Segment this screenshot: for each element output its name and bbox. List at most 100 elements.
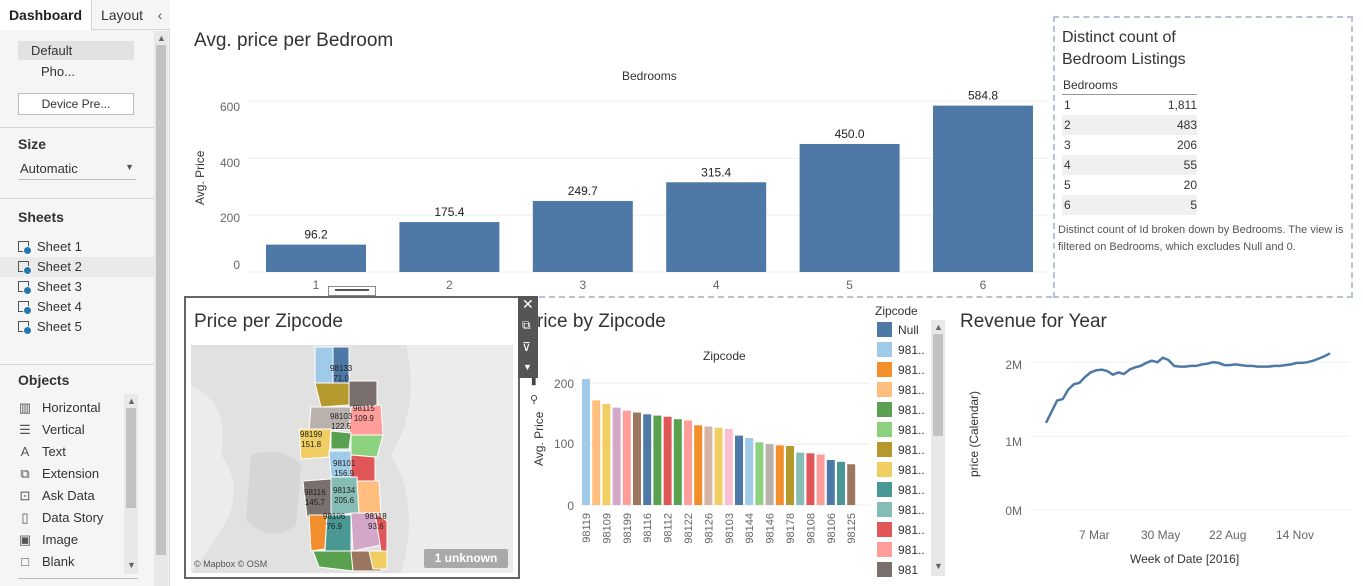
objects-bottom-rule: [18, 578, 138, 586]
sidebar-scrollbar[interactable]: ▲: [154, 31, 168, 586]
bar[interactable]: [735, 435, 743, 505]
bar[interactable]: [592, 400, 601, 505]
sheet-item[interactable]: Sheet 4: [18, 297, 82, 317]
legend-item[interactable]: 981..: [877, 342, 925, 362]
legend-item[interactable]: 981..: [877, 402, 925, 422]
bar[interactable]: [266, 244, 366, 272]
objects-scroll-thumb[interactable]: [126, 408, 136, 508]
object-horizontal[interactable]: ▥ Horizontal: [18, 397, 101, 419]
map-canvas[interactable]: [191, 345, 513, 573]
bar[interactable]: [666, 182, 767, 272]
zip-region[interactable]: [356, 480, 382, 514]
legend-item[interactable]: 981..: [877, 442, 925, 462]
sheet-item[interactable]: Sheet 2: [18, 257, 82, 277]
object-image[interactable]: ▣ Image: [18, 529, 78, 551]
device-preview-button[interactable]: Device Pre...: [18, 93, 134, 115]
device-default[interactable]: Default: [18, 41, 134, 60]
bar[interactable]: [837, 461, 845, 505]
scroll-up-icon[interactable]: ▲: [934, 322, 943, 332]
bar[interactable]: [775, 445, 784, 505]
open-external-icon[interactable]: ⧉: [522, 318, 531, 332]
scroll-down-icon[interactable]: ▼: [934, 561, 943, 571]
legend-item[interactable]: 981..: [877, 482, 925, 502]
objects-scrollbar[interactable]: ▲ ▼: [124, 394, 138, 574]
bar[interactable]: [612, 407, 621, 505]
device-phone[interactable]: Pho...: [41, 64, 75, 79]
zip-region[interactable]: [368, 550, 388, 570]
bar[interactable]: [714, 427, 723, 505]
zip-region[interactable]: [330, 430, 352, 450]
legend-item[interactable]: 981: [877, 562, 918, 582]
bar[interactable]: [799, 143, 900, 272]
legend-item[interactable]: 981..: [877, 382, 925, 402]
bar[interactable]: [847, 464, 856, 505]
legend-item[interactable]: 981..: [877, 422, 925, 442]
sheet-item[interactable]: Sheet 1: [18, 237, 82, 257]
bar[interactable]: [745, 438, 754, 505]
bar[interactable]: [694, 425, 703, 505]
bar[interactable]: [399, 222, 500, 272]
chevron-left-icon[interactable]: ‹: [157, 7, 163, 23]
object-data-story[interactable]: ▯ Data Story: [18, 507, 103, 529]
scroll-up-icon[interactable]: ▲: [157, 33, 166, 43]
sheet-icon: [18, 301, 32, 315]
sidebar-scroll-thumb[interactable]: [156, 45, 166, 555]
tab-layout[interactable]: Layout: [100, 7, 144, 23]
map-zip-code: 98199: [300, 430, 323, 439]
revenue-line[interactable]: [1044, 352, 1331, 424]
bar[interactable]: [602, 403, 611, 505]
object-ask-data[interactable]: ⊡ Ask Data: [18, 485, 95, 507]
x-tick-label: 98119: [581, 513, 593, 543]
zip-region[interactable]: [314, 382, 350, 408]
map-zip-value: 151.8: [301, 440, 322, 449]
bar[interactable]: [933, 105, 1033, 273]
bar[interactable]: [755, 442, 764, 505]
bar[interactable]: [704, 426, 713, 505]
bar[interactable]: [684, 420, 692, 505]
legend-swatch: [877, 502, 892, 517]
object-vertical[interactable]: ☰ Vertical: [18, 419, 84, 441]
legend-item[interactable]: 981..: [877, 522, 925, 542]
pin-icon[interactable]: ⚲: [530, 394, 539, 406]
legend-item[interactable]: 981..: [877, 362, 925, 382]
scroll-down-icon[interactable]: ▼: [127, 560, 136, 570]
sheet-item[interactable]: Sheet 3: [18, 277, 82, 297]
bar[interactable]: [622, 410, 631, 505]
bar[interactable]: [643, 414, 652, 505]
object-blank[interactable]: □ Blank: [18, 551, 74, 573]
filter-icon[interactable]: ⊽: [522, 340, 531, 354]
legend-scroll-thumb[interactable]: [933, 334, 943, 436]
scroll-up-icon[interactable]: ▲: [127, 396, 136, 406]
legend-toggle-icon[interactable]: ▮: [531, 376, 537, 387]
bar[interactable]: [582, 379, 590, 505]
drag-handle[interactable]: [328, 286, 376, 296]
close-icon[interactable]: ✕: [522, 296, 534, 312]
legend-item[interactable]: 981..: [877, 462, 925, 482]
bar[interactable]: [532, 200, 633, 272]
bar[interactable]: [663, 416, 672, 505]
bar[interactable]: [806, 453, 815, 505]
object-extension[interactable]: ⧉ Extension: [18, 463, 99, 485]
object-text[interactable]: A Text: [18, 441, 66, 463]
legend-item[interactable]: 981..: [877, 542, 925, 562]
bar[interactable]: [724, 428, 733, 505]
zip-region[interactable]: [350, 434, 384, 458]
bar[interactable]: [826, 459, 835, 505]
size-dropdown[interactable]: Automatic ▼: [18, 158, 136, 180]
tab-dashboard[interactable]: Dashboard: [0, 0, 92, 30]
legend-item[interactable]: Null: [877, 322, 919, 342]
bar[interactable]: [633, 412, 641, 505]
sheet-item[interactable]: Sheet 5: [18, 317, 82, 337]
bar[interactable]: [786, 445, 794, 505]
unknown-badge[interactable]: 1 unknown: [424, 549, 508, 568]
bar[interactable]: [816, 454, 825, 505]
more-options-icon[interactable]: ▼: [523, 362, 532, 372]
legend-item[interactable]: 981..: [877, 502, 925, 522]
bar[interactable]: [673, 419, 682, 505]
bar[interactable]: [796, 452, 805, 505]
bar[interactable]: [653, 415, 662, 505]
bar[interactable]: [765, 444, 774, 505]
legend-scrollbar[interactable]: ▲ ▼: [931, 320, 945, 576]
legend-label: Null: [898, 323, 919, 337]
